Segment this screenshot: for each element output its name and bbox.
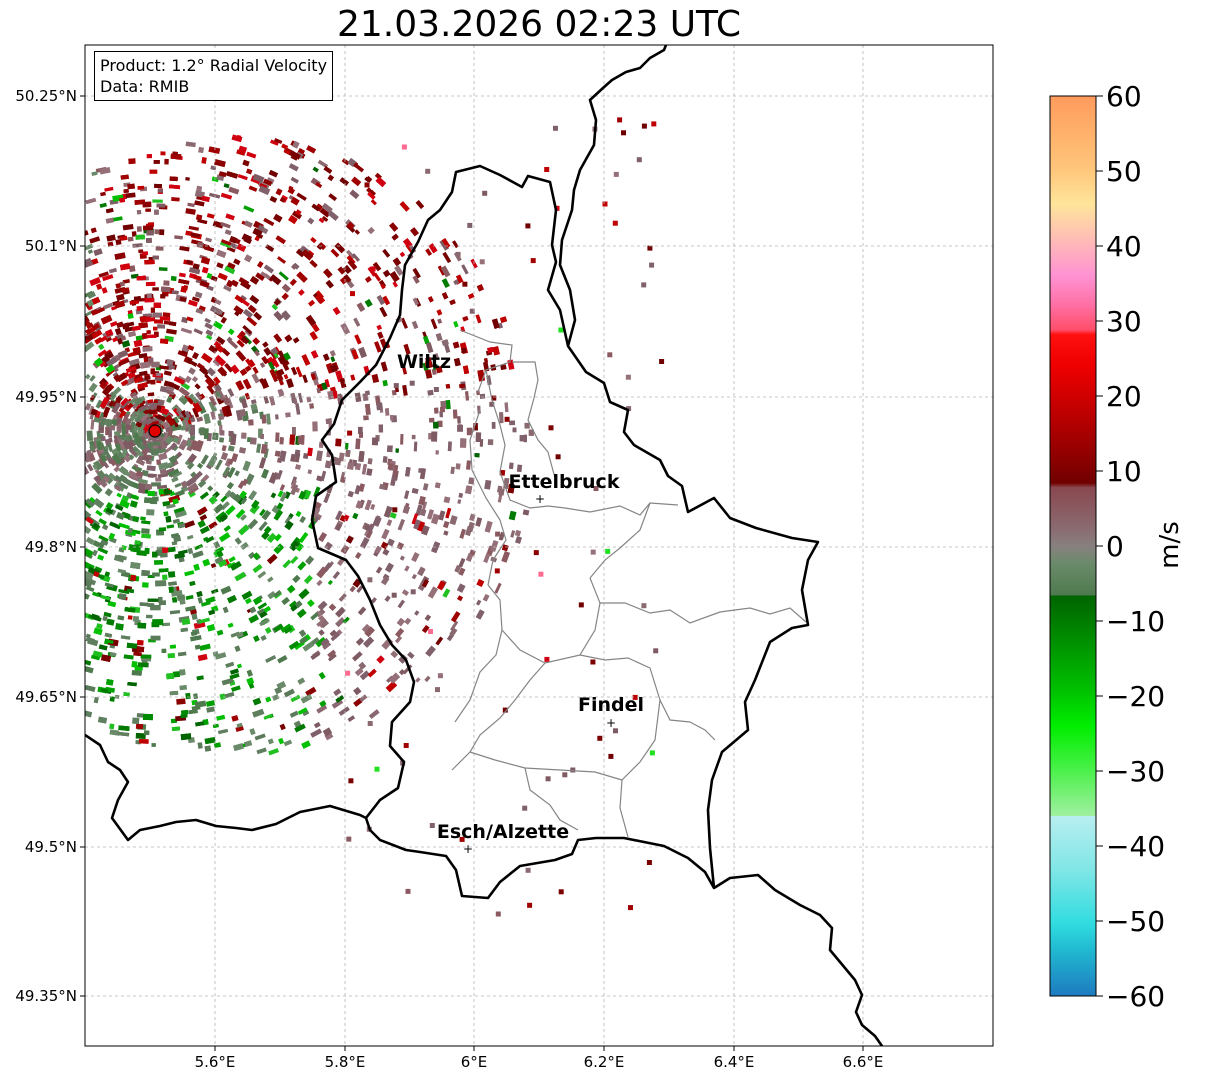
- map-title: 21.03.2026 02:23 UTC: [336, 4, 742, 45]
- colorbar-tick-label: −30: [1106, 755, 1165, 788]
- lon-tick-label: 5.6°E: [195, 1053, 236, 1071]
- canton-borders: [451, 329, 807, 838]
- data-source-label: Data: RMIB: [100, 77, 190, 96]
- esch-marker: +: [463, 842, 473, 856]
- colorbar-tick-label: −40: [1106, 830, 1165, 863]
- colorbar-tick-label: 20: [1106, 380, 1142, 413]
- lat-tick-label: 49.65°N: [15, 688, 77, 706]
- radar-site-marker[interactable]: [148, 424, 162, 438]
- colorbar-ticks: 60 50 40 30 20 10 0 −10 −20 −30 −40 −50 −60: [1096, 80, 1165, 1013]
- lat-tick-label: 49.35°N: [15, 987, 77, 1005]
- map-border: [84, 44, 994, 1047]
- country-borders: [85, 45, 884, 1046]
- city-label-ettelbruck: Ettelbruck: [509, 471, 620, 493]
- colorbar-tick-label: 40: [1106, 230, 1142, 263]
- colorbar-tick-label: 50: [1106, 155, 1142, 188]
- map-frame: [85, 45, 993, 1046]
- lat-tick-labels: 50.25°N 50.1°N 49.95°N 49.8°N 49.65°N 49…: [15, 87, 85, 1005]
- city-markers: + + +: [463, 492, 616, 856]
- colorbar-tick-label: 0: [1106, 530, 1124, 563]
- colorbar-tick-label: 60: [1106, 80, 1142, 113]
- lat-tick-label: 50.25°N: [15, 87, 77, 105]
- city-label-esch: Esch/Alzette: [437, 821, 569, 843]
- colorbar-tick-label: −20: [1106, 680, 1165, 713]
- lon-tick-label: 6°E: [461, 1053, 488, 1071]
- colorbar-label: m/s: [1155, 521, 1185, 569]
- lat-tick-label: 50.1°N: [25, 237, 77, 255]
- lon-tick-label: 6.6°E: [843, 1053, 884, 1071]
- product-info-box: Product: 1.2° Radial Velocity Data: RMIB: [94, 51, 334, 101]
- city-label-wiltz: Wiltz: [397, 351, 451, 373]
- lat-tick-label: 49.95°N: [15, 388, 77, 406]
- colorbar: [1049, 95, 1097, 997]
- colorbar-tick-label: −60: [1106, 980, 1165, 1013]
- city-label-findel: Findel: [578, 694, 644, 716]
- lon-tick-labels: 5.6°E 5.8°E 6°E 6.2°E 6.4°E 6.6°E: [195, 1046, 884, 1071]
- colorbar-tick-label: −50: [1106, 905, 1165, 938]
- colorbar-tick-label: 30: [1106, 305, 1142, 338]
- radar-echoes: [85, 117, 665, 917]
- ettelbruck-marker: +: [535, 492, 545, 506]
- lon-tick-label: 6.4°E: [714, 1053, 755, 1071]
- lat-tick-label: 49.5°N: [25, 838, 77, 856]
- colorbar-tick-label: 10: [1106, 455, 1142, 488]
- lat-tick-label: 49.8°N: [25, 538, 77, 556]
- city-labels: Wiltz Ettelbruck Findel Esch/Alzette: [397, 351, 644, 843]
- lon-tick-label: 6.2°E: [584, 1053, 625, 1071]
- colorbar-tick-label: −10: [1106, 605, 1165, 638]
- lon-tick-label: 5.8°E: [325, 1053, 366, 1071]
- findel-marker: +: [606, 716, 616, 730]
- product-label: Product: 1.2° Radial Velocity: [100, 56, 328, 75]
